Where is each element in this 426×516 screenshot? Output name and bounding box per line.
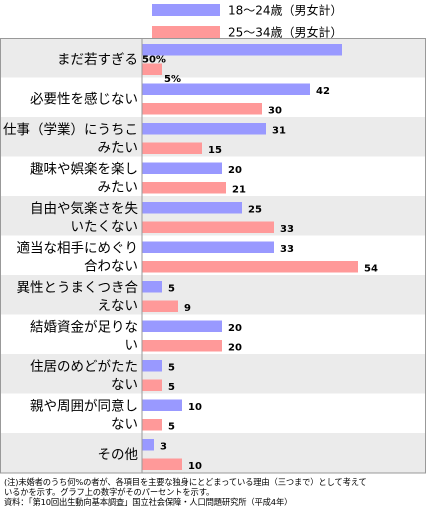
category-band-11 (0, 433, 426, 473)
bar-s1-2 (142, 83, 310, 95)
bar-s1-3 (142, 123, 266, 135)
category-label-2: 必要性を感じない (30, 91, 138, 108)
value-label-s2-9: 5 (168, 382, 175, 393)
value-label-s2-8: 20 (228, 343, 242, 354)
bar-s1-4 (142, 162, 222, 174)
value-label-s1-9: 5 (168, 363, 175, 374)
value-label-s2-2: 30 (268, 106, 282, 117)
value-label-s1-3: 31 (272, 126, 286, 137)
bar-s2-7 (142, 300, 178, 312)
bar-s1-7 (142, 281, 162, 293)
bar-s2-2 (142, 103, 262, 115)
category-label-7-line-1: 異性とうまくつき合 (17, 280, 139, 296)
bar-s2-1 (142, 63, 162, 75)
category-label-5-line-2: いたくない (71, 219, 139, 235)
value-label-s1-4: 20 (228, 165, 242, 176)
value-label-s1-1: 50% (142, 55, 166, 66)
category-label-7-line-2: えない (98, 298, 139, 314)
value-label-s1-11: 3 (160, 442, 167, 453)
bar-s2-9 (142, 379, 162, 391)
footnote-line-3: 資料：「第10回出生動向基本調査」国立社会保障・人口問題研究所（平成4年） (4, 497, 293, 508)
category-band-7 (0, 275, 426, 315)
category-label-4-line-2: みたい (98, 180, 139, 196)
bar-s1-1 (142, 44, 342, 56)
bar-chart: 18～24歳（男女計） 25～34歳（男女計） 50% 5% まだ若すぎる 42 30 必要性… (0, 3, 426, 474)
legend-label-1: 18～24歳（男女計） (228, 3, 343, 18)
legend-swatch-2 (152, 26, 220, 38)
category-label-5-line-1: 自由や気楽さを失 (30, 201, 138, 217)
category-label-9-line-1: 住居のめどがたた (30, 359, 138, 375)
footnote: (注)未婚者のうち何%の者が、各項目を主要な独身にとどまっている理由（三つまで）… (4, 477, 424, 508)
value-label-s1-10: 10 (188, 402, 202, 413)
category-band-9 (0, 354, 426, 394)
value-label-s2-11: 10 (188, 461, 202, 472)
value-label-s1-5: 25 (248, 205, 262, 216)
bar-s2-8 (142, 340, 222, 352)
category-label-10-line-2: ない (111, 417, 138, 433)
category-label-3-line-1: 仕事（学業）にうちこ (3, 122, 138, 138)
value-label-s1-7: 5 (168, 284, 175, 295)
bar-s2-6 (142, 261, 358, 273)
value-label-s1-2: 42 (316, 86, 330, 97)
category-label-9-line-2: ない (111, 377, 138, 393)
value-label-s2-3: 15 (208, 145, 222, 156)
bar-s1-6 (142, 241, 274, 253)
bar-s2-10 (142, 419, 162, 431)
bar-s1-5 (142, 202, 242, 214)
bar-s1-8 (142, 320, 222, 332)
bar-s2-4 (142, 182, 226, 194)
category-label-8-line-2: い (125, 338, 139, 354)
bar-s1-10 (142, 399, 182, 411)
bar-s2-11 (142, 458, 182, 470)
value-label-s2-4: 21 (232, 185, 246, 196)
bar-s1-11 (142, 439, 154, 451)
value-label-s2-6: 54 (364, 264, 378, 275)
category-label-6-line-2: 合わない (84, 259, 138, 275)
footnote-line-2: いるかを示す。グラフ上の数字がそのパーセントを示す。 (4, 487, 215, 498)
bar-s1-9 (142, 360, 162, 372)
footnote-line-1: (注)未婚者のうち何%の者が、各項目を主要な独身にとどまっている理由（三つまで）… (4, 477, 367, 487)
value-label-s2-5: 33 (280, 224, 294, 235)
category-label-8-line-1: 結婚資金が足りな (30, 320, 138, 336)
category-label-3-line-2: みたい (98, 140, 139, 156)
value-label-s2-7: 9 (184, 303, 191, 314)
category-label-4-line-1: 趣味や娯楽を楽し (30, 162, 138, 178)
category-label-1: まだ若すぎる (57, 52, 138, 68)
bar-s2-3 (142, 142, 202, 154)
bar-s2-5 (142, 221, 274, 233)
value-label-s1-8: 20 (228, 323, 242, 334)
value-label-s1-6: 33 (280, 244, 294, 255)
category-label-10-line-1: 親や周囲が同意し (30, 398, 138, 415)
value-label-s2-10: 5 (168, 422, 175, 433)
legend-label-2: 25～34歳（男女計） (228, 25, 343, 40)
legend-swatch-1 (152, 4, 220, 16)
value-label-s2-1: 5% (164, 74, 181, 85)
category-label-6-line-1: 適当な相手にめぐり (17, 240, 139, 257)
category-label-11: その他 (98, 447, 139, 463)
